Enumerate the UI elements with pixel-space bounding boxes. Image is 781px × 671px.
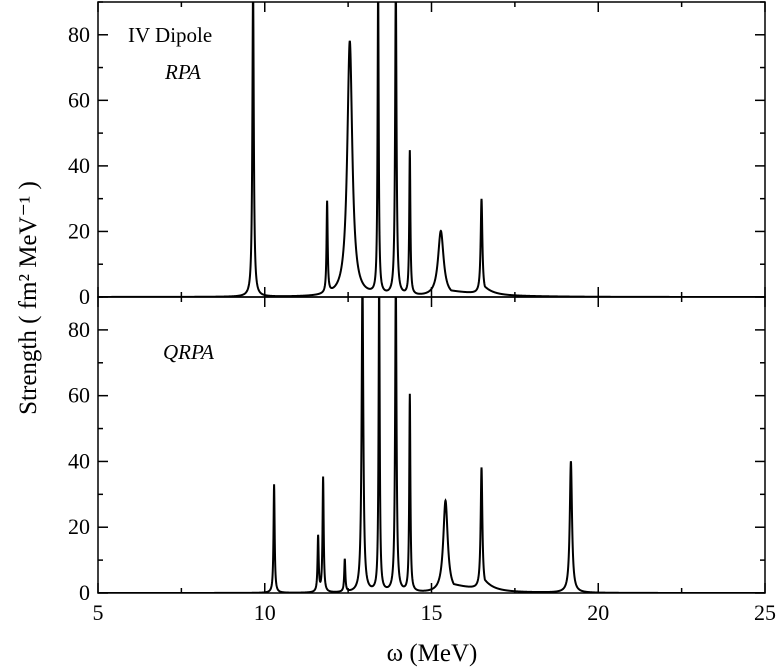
y-tick-label: 40 [68,153,90,178]
panel-bottom: 0 20 40 60 80 5 10 15 20 25 QRPA [68,296,776,625]
y-axis-label: Strength ( fm² MeV⁻¹ ) [15,181,42,415]
x-tick-label: 20 [587,600,609,625]
x-tick-label: 5 [93,600,104,625]
panel-annotation: RPA [164,60,201,84]
y-tick-label: 80 [68,317,90,342]
panel-annotation: IV Dipole [128,23,212,47]
y-tick-label: 0 [79,284,90,309]
y-tick-label: 80 [68,22,90,47]
y-tick-label: 60 [68,87,90,112]
y-tick-label: 0 [79,580,90,605]
y-tick-label: 40 [68,448,90,473]
x-axis-label: ω (MeV) [387,640,478,667]
y-tick-label: 60 [68,383,90,408]
y-tick-label: 20 [68,218,90,243]
x-tick-label: 25 [754,600,776,625]
panel-top: 0 20 40 60 80 IV Dipole RPA [68,1,766,309]
y-tick-label: 20 [68,514,90,539]
x-tick-label: 15 [421,600,443,625]
panel-annotation: QRPA [163,340,214,364]
x-tick-label: 10 [254,600,276,625]
strength-line-bottom [98,297,765,593]
